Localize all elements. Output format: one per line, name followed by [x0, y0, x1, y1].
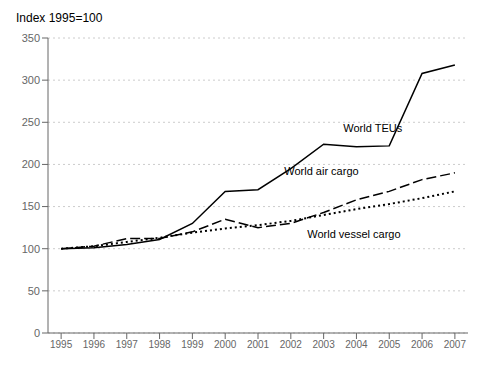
svg-text:250: 250 [22, 116, 40, 128]
svg-text:2006: 2006 [411, 339, 434, 350]
svg-text:300: 300 [22, 74, 40, 86]
svg-text:2007: 2007 [444, 339, 467, 350]
svg-text:1996: 1996 [83, 339, 106, 350]
svg-text:2004: 2004 [345, 339, 368, 350]
svg-text:World air cargo: World air cargo [284, 165, 358, 177]
svg-text:50: 50 [28, 285, 40, 297]
svg-text:2002: 2002 [280, 339, 303, 350]
svg-text:World vessel cargo: World vessel cargo [307, 228, 400, 240]
svg-text:2000: 2000 [214, 339, 237, 350]
svg-text:100: 100 [22, 243, 40, 255]
svg-text:200: 200 [22, 158, 40, 170]
svg-text:150: 150 [22, 200, 40, 212]
html-text:Index 1995=100: Index 1995=100 [16, 11, 103, 25]
svg-text:1997: 1997 [116, 339, 139, 350]
svg-text:1995: 1995 [50, 339, 73, 350]
svg-text:2001: 2001 [247, 339, 270, 350]
svg-text:2003: 2003 [313, 339, 336, 350]
svg-text:350: 350 [22, 32, 40, 44]
svg-text:World TEUs: World TEUs [343, 122, 402, 134]
svg-text:1999: 1999 [181, 339, 204, 350]
svg-text:1998: 1998 [148, 339, 171, 350]
svg-text:0: 0 [34, 327, 40, 339]
svg-text:2005: 2005 [378, 339, 401, 350]
